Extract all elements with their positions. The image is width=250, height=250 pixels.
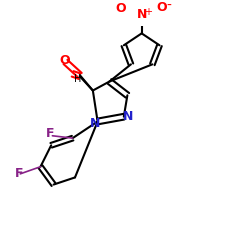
Text: H: H <box>74 74 81 84</box>
Text: +: + <box>144 7 152 17</box>
Text: N: N <box>90 117 100 130</box>
Text: F: F <box>46 127 54 140</box>
Text: -: - <box>166 0 172 13</box>
Text: F: F <box>15 167 23 180</box>
Text: O: O <box>156 1 167 14</box>
Text: O: O <box>116 2 126 15</box>
Text: N: N <box>123 110 133 123</box>
Text: N: N <box>136 8 147 21</box>
Text: O: O <box>59 54 70 66</box>
